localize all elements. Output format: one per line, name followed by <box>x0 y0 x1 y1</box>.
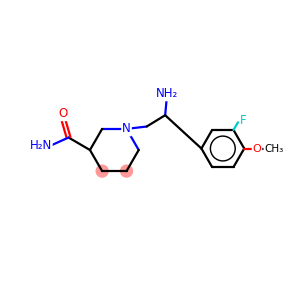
Text: N: N <box>122 122 131 135</box>
Circle shape <box>96 165 108 177</box>
Text: H₂N: H₂N <box>29 139 52 152</box>
Text: O: O <box>58 107 68 120</box>
Circle shape <box>121 165 133 177</box>
Text: NH₂: NH₂ <box>155 87 178 100</box>
Text: O: O <box>253 143 261 154</box>
Text: F: F <box>240 114 247 127</box>
Text: CH₃: CH₃ <box>264 143 284 154</box>
